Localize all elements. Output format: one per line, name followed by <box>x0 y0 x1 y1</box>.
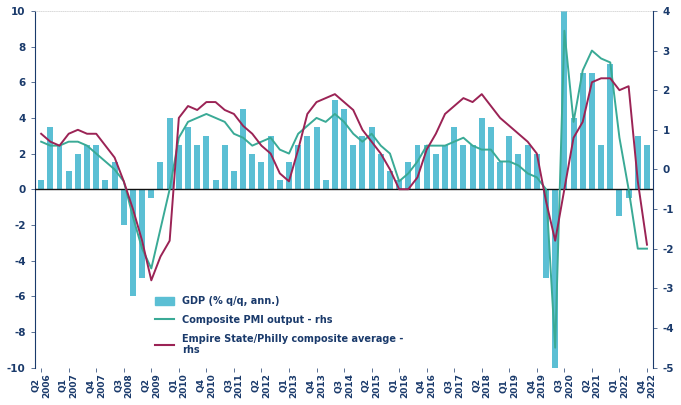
Bar <box>396 180 402 189</box>
Bar <box>516 153 522 189</box>
Bar <box>626 189 631 198</box>
Bar <box>75 153 81 189</box>
Bar <box>598 145 604 189</box>
Bar <box>231 171 237 189</box>
Bar <box>130 189 136 296</box>
Bar <box>360 136 366 189</box>
Bar <box>286 162 292 189</box>
Bar <box>387 171 393 189</box>
Bar <box>313 127 319 189</box>
Bar <box>616 189 622 216</box>
Bar <box>139 189 145 278</box>
Bar <box>65 171 72 189</box>
Bar <box>452 127 457 189</box>
Bar <box>240 109 246 189</box>
Bar <box>194 145 200 189</box>
Bar <box>350 145 356 189</box>
Bar <box>185 127 191 189</box>
Bar <box>102 180 108 189</box>
Bar <box>378 153 384 189</box>
Bar <box>121 189 127 225</box>
Bar <box>259 162 264 189</box>
Bar <box>48 127 53 189</box>
Bar <box>93 145 99 189</box>
Bar <box>332 100 338 189</box>
Bar <box>148 189 155 198</box>
Bar <box>415 145 420 189</box>
Bar <box>543 189 549 278</box>
Bar <box>304 136 311 189</box>
Bar <box>341 109 347 189</box>
Bar <box>176 145 182 189</box>
Bar <box>589 73 595 189</box>
Bar <box>249 153 255 189</box>
Bar <box>479 118 485 189</box>
Bar <box>276 180 283 189</box>
Bar <box>38 180 44 189</box>
Bar <box>442 145 448 189</box>
Bar <box>368 127 375 189</box>
Bar <box>607 64 614 189</box>
Bar <box>433 153 439 189</box>
Bar <box>157 162 163 189</box>
Bar <box>571 118 577 189</box>
Bar <box>84 145 90 189</box>
Bar <box>561 0 567 189</box>
Bar <box>222 145 227 189</box>
Bar <box>460 145 466 189</box>
Bar <box>57 145 63 189</box>
Bar <box>580 73 586 189</box>
Bar <box>644 145 650 189</box>
Legend: GDP (% q/q, ann.), Composite PMI output - rhs, Empire State/Philly composite ave: GDP (% q/q, ann.), Composite PMI output … <box>151 292 407 359</box>
Bar <box>524 145 530 189</box>
Bar <box>268 136 274 189</box>
Bar <box>323 180 329 189</box>
Bar <box>295 145 301 189</box>
Bar <box>506 136 512 189</box>
Bar <box>635 136 641 189</box>
Bar <box>534 153 540 189</box>
Bar <box>488 127 494 189</box>
Bar <box>212 180 219 189</box>
Bar <box>112 162 118 189</box>
Bar <box>405 162 411 189</box>
Bar <box>552 189 558 405</box>
Bar <box>424 145 430 189</box>
Bar <box>204 136 209 189</box>
Bar <box>167 118 173 189</box>
Bar <box>497 162 503 189</box>
Bar <box>470 145 475 189</box>
